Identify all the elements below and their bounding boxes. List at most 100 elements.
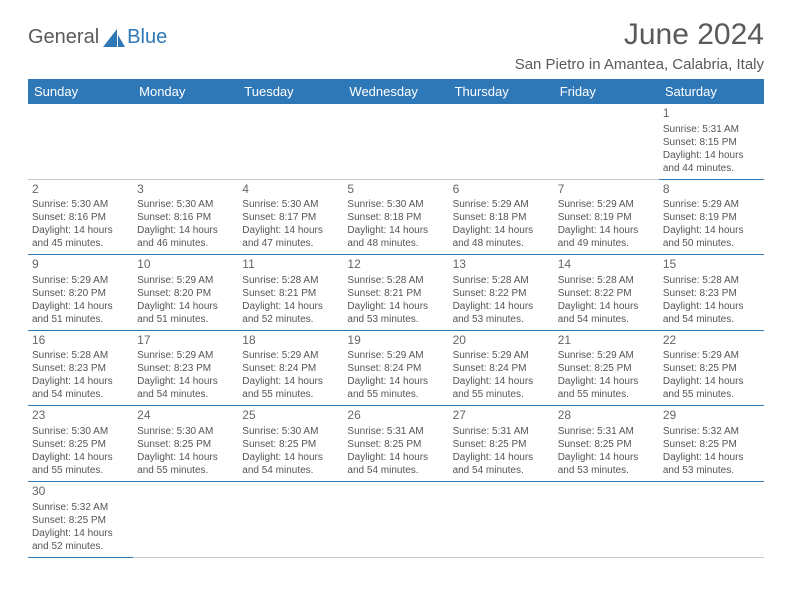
calendar-cell: 13Sunrise: 5:28 AMSunset: 8:22 PMDayligh… (449, 255, 554, 331)
sunset-text: Sunset: 8:18 PM (453, 211, 550, 224)
day-number: 12 (347, 257, 444, 273)
sunset-text: Sunset: 8:20 PM (137, 287, 234, 300)
sunset-text: Sunset: 8:15 PM (663, 136, 760, 149)
calendar-cell: 24Sunrise: 5:30 AMSunset: 8:25 PMDayligh… (133, 406, 238, 482)
calendar-cell-empty (238, 481, 343, 557)
day-header: Tuesday (238, 79, 343, 104)
sunrise-text: Sunrise: 5:30 AM (242, 198, 339, 211)
daylight-text: Daylight: 14 hours and 54 minutes. (32, 375, 129, 401)
brand-text-a: General (28, 26, 99, 49)
day-header: Monday (133, 79, 238, 104)
location-text: San Pietro in Amantea, Calabria, Italy (515, 56, 764, 73)
calendar-cell-empty (449, 104, 554, 179)
sunrise-text: Sunrise: 5:29 AM (32, 274, 129, 287)
sunset-text: Sunset: 8:25 PM (137, 438, 234, 451)
calendar-cell: 3Sunrise: 5:30 AMSunset: 8:16 PMDaylight… (133, 179, 238, 255)
sunrise-text: Sunrise: 5:28 AM (663, 274, 760, 287)
daylight-text: Daylight: 14 hours and 46 minutes. (137, 224, 234, 250)
sunrise-text: Sunrise: 5:28 AM (32, 349, 129, 362)
calendar-cell: 9Sunrise: 5:29 AMSunset: 8:20 PMDaylight… (28, 255, 133, 331)
day-number: 5 (347, 182, 444, 198)
sunrise-text: Sunrise: 5:30 AM (32, 198, 129, 211)
calendar-cell: 22Sunrise: 5:29 AMSunset: 8:25 PMDayligh… (659, 330, 764, 406)
sunset-text: Sunset: 8:18 PM (347, 211, 444, 224)
sunrise-text: Sunrise: 5:29 AM (663, 198, 760, 211)
sunset-text: Sunset: 8:22 PM (558, 287, 655, 300)
daylight-text: Daylight: 14 hours and 55 minutes. (242, 375, 339, 401)
calendar-cell: 5Sunrise: 5:30 AMSunset: 8:18 PMDaylight… (343, 179, 448, 255)
calendar-cell: 29Sunrise: 5:32 AMSunset: 8:25 PMDayligh… (659, 406, 764, 482)
daylight-text: Daylight: 14 hours and 45 minutes. (32, 224, 129, 250)
day-header: Saturday (659, 79, 764, 104)
sunrise-text: Sunrise: 5:31 AM (347, 425, 444, 438)
sunrise-text: Sunrise: 5:29 AM (663, 349, 760, 362)
sunset-text: Sunset: 8:24 PM (453, 362, 550, 375)
sunset-text: Sunset: 8:23 PM (663, 287, 760, 300)
calendar-cell: 1Sunrise: 5:31 AMSunset: 8:15 PMDaylight… (659, 104, 764, 179)
calendar-row: 23Sunrise: 5:30 AMSunset: 8:25 PMDayligh… (28, 406, 764, 482)
day-number: 27 (453, 408, 550, 424)
calendar-cell: 11Sunrise: 5:28 AMSunset: 8:21 PMDayligh… (238, 255, 343, 331)
sunrise-text: Sunrise: 5:31 AM (453, 425, 550, 438)
calendar-cell: 19Sunrise: 5:29 AMSunset: 8:24 PMDayligh… (343, 330, 448, 406)
calendar-cell-empty (554, 481, 659, 557)
calendar-cell: 30Sunrise: 5:32 AMSunset: 8:25 PMDayligh… (28, 481, 133, 557)
daylight-text: Daylight: 14 hours and 55 minutes. (32, 451, 129, 477)
daylight-text: Daylight: 14 hours and 48 minutes. (347, 224, 444, 250)
day-number: 2 (32, 182, 129, 198)
calendar-cell: 20Sunrise: 5:29 AMSunset: 8:24 PMDayligh… (449, 330, 554, 406)
sunrise-text: Sunrise: 5:29 AM (453, 349, 550, 362)
sunset-text: Sunset: 8:25 PM (663, 362, 760, 375)
sunset-text: Sunset: 8:21 PM (242, 287, 339, 300)
day-header-row: Sunday Monday Tuesday Wednesday Thursday… (28, 79, 764, 104)
calendar-cell: 27Sunrise: 5:31 AMSunset: 8:25 PMDayligh… (449, 406, 554, 482)
daylight-text: Daylight: 14 hours and 54 minutes. (558, 300, 655, 326)
calendar-cell: 18Sunrise: 5:29 AMSunset: 8:24 PMDayligh… (238, 330, 343, 406)
daylight-text: Daylight: 14 hours and 55 minutes. (558, 375, 655, 401)
day-number: 13 (453, 257, 550, 273)
sunset-text: Sunset: 8:23 PM (32, 362, 129, 375)
daylight-text: Daylight: 14 hours and 52 minutes. (242, 300, 339, 326)
day-number: 30 (32, 484, 129, 500)
sunset-text: Sunset: 8:17 PM (242, 211, 339, 224)
sunset-text: Sunset: 8:16 PM (137, 211, 234, 224)
calendar-cell: 10Sunrise: 5:29 AMSunset: 8:20 PMDayligh… (133, 255, 238, 331)
sunrise-text: Sunrise: 5:28 AM (558, 274, 655, 287)
sunset-text: Sunset: 8:25 PM (663, 438, 760, 451)
calendar-row: 1Sunrise: 5:31 AMSunset: 8:15 PMDaylight… (28, 104, 764, 179)
calendar-cell: 8Sunrise: 5:29 AMSunset: 8:19 PMDaylight… (659, 179, 764, 255)
calendar-cell: 14Sunrise: 5:28 AMSunset: 8:22 PMDayligh… (554, 255, 659, 331)
sunrise-text: Sunrise: 5:29 AM (453, 198, 550, 211)
sunset-text: Sunset: 8:25 PM (347, 438, 444, 451)
sunset-text: Sunset: 8:22 PM (453, 287, 550, 300)
daylight-text: Daylight: 14 hours and 53 minutes. (347, 300, 444, 326)
sunrise-text: Sunrise: 5:32 AM (663, 425, 760, 438)
day-number: 8 (663, 182, 760, 198)
sunset-text: Sunset: 8:25 PM (558, 438, 655, 451)
daylight-text: Daylight: 14 hours and 44 minutes. (663, 149, 760, 175)
sunrise-text: Sunrise: 5:28 AM (453, 274, 550, 287)
daylight-text: Daylight: 14 hours and 55 minutes. (453, 375, 550, 401)
calendar-row: 9Sunrise: 5:29 AMSunset: 8:20 PMDaylight… (28, 255, 764, 331)
sunrise-text: Sunrise: 5:30 AM (137, 425, 234, 438)
brand-text-b: Blue (127, 26, 167, 49)
sunrise-text: Sunrise: 5:28 AM (242, 274, 339, 287)
day-number: 14 (558, 257, 655, 273)
calendar-cell-empty (133, 481, 238, 557)
sunrise-text: Sunrise: 5:29 AM (137, 274, 234, 287)
calendar-cell-empty (659, 481, 764, 557)
calendar-cell-empty (28, 104, 133, 179)
daylight-text: Daylight: 14 hours and 55 minutes. (663, 375, 760, 401)
day-number: 15 (663, 257, 760, 273)
day-number: 24 (137, 408, 234, 424)
sunset-text: Sunset: 8:25 PM (242, 438, 339, 451)
day-number: 10 (137, 257, 234, 273)
calendar-cell: 25Sunrise: 5:30 AMSunset: 8:25 PMDayligh… (238, 406, 343, 482)
day-number: 26 (347, 408, 444, 424)
day-number: 17 (137, 333, 234, 349)
calendar-cell: 2Sunrise: 5:30 AMSunset: 8:16 PMDaylight… (28, 179, 133, 255)
sunset-text: Sunset: 8:25 PM (558, 362, 655, 375)
brand-logo: General Blue (28, 26, 167, 49)
daylight-text: Daylight: 14 hours and 47 minutes. (242, 224, 339, 250)
day-number: 20 (453, 333, 550, 349)
